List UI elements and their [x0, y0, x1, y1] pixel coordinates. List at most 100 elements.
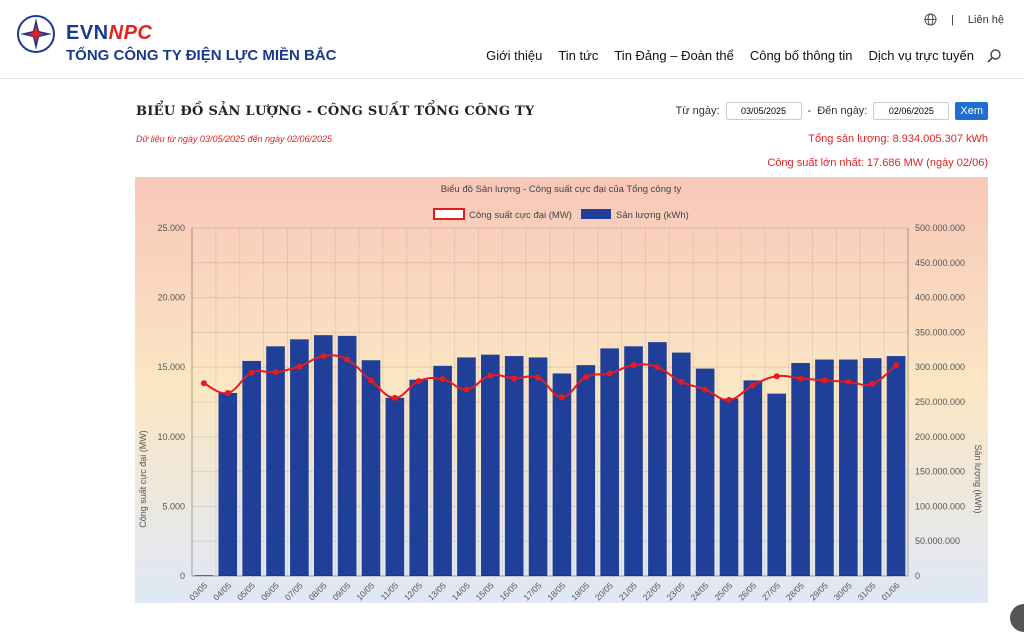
bar-15-05[interactable] — [481, 354, 500, 576]
bar-16-05[interactable] — [504, 356, 524, 576]
capacity-point-15-05[interactable] — [487, 372, 494, 379]
capacity-point-07-05[interactable] — [296, 363, 303, 370]
capacity-point-22-05[interactable] — [654, 364, 661, 371]
nav-item-about[interactable]: Giới thiệu — [486, 48, 543, 63]
y-right-tick-label: 450.000.000 — [915, 258, 965, 268]
capacity-point-30-05[interactable] — [845, 378, 852, 385]
site-header: EVNNPC TỔNG CÔNG TY ĐIỆN LỰC MIỀN BẮC | … — [0, 0, 1024, 79]
bar-10-05[interactable] — [361, 360, 381, 576]
capacity-point-01-06[interactable] — [893, 362, 900, 369]
capacity-point-19-05[interactable] — [582, 373, 589, 380]
bar-26-05[interactable] — [743, 380, 763, 576]
view-button[interactable]: Xem — [955, 102, 988, 120]
capacity-point-25-05[interactable] — [726, 396, 732, 403]
page-title: BIỂU ĐỒ SẢN LƯỢNG - CÔNG SUẤT TỔNG CÔNG … — [136, 104, 535, 119]
capacity-point-14-05[interactable] — [463, 386, 470, 393]
bar-27-05[interactable] — [767, 393, 787, 576]
from-date-input[interactable] — [725, 102, 802, 120]
company-name: TỔNG CÔNG TY ĐIỆN LỰC MIỀN BẮC — [66, 47, 337, 64]
capacity-point-20-05[interactable] — [606, 370, 613, 377]
top-utility-bar: | Liên hệ — [924, 13, 1004, 26]
capacity-point-09-05[interactable] — [344, 356, 351, 363]
brand-name[interactable]: EVNNPC — [66, 22, 152, 45]
main-nav: Giới thiệu Tin tức Tin Đảng – Đoàn thể C… — [486, 48, 974, 63]
capacity-point-23-05[interactable] — [678, 378, 685, 385]
bar-21-05[interactable] — [624, 346, 643, 576]
bar-30-05[interactable] — [839, 359, 858, 576]
y-right-tick-label: 500.000.000 — [915, 223, 965, 233]
to-date-input[interactable] — [873, 102, 950, 120]
bar-12-05[interactable] — [409, 379, 429, 576]
capacity-point-24-05[interactable] — [702, 386, 709, 393]
capacity-point-28-05[interactable] — [797, 375, 804, 382]
y-left-tick-label: 25.000 — [157, 223, 185, 233]
capacity-point-21-05[interactable] — [630, 362, 637, 369]
search-icon[interactable] — [986, 48, 1002, 64]
bar-01-06[interactable] — [886, 356, 906, 576]
bar-08-05[interactable] — [313, 335, 333, 576]
bar-11-05[interactable] — [385, 397, 405, 576]
nav-item-party-union[interactable]: Tin Đảng – Đoàn thể — [614, 48, 734, 63]
floating-action-button[interactable] — [1010, 604, 1024, 632]
capacity-point-04-05[interactable] — [224, 389, 231, 396]
bar-23-05[interactable] — [671, 352, 691, 576]
bar-04-05[interactable] — [218, 392, 238, 576]
nav-item-disclosure[interactable]: Công bố thông tin — [749, 48, 853, 63]
capacity-point-17-05[interactable] — [535, 374, 542, 381]
bar-31-05[interactable] — [862, 358, 882, 576]
bar-29-05[interactable] — [815, 359, 834, 576]
contact-link[interactable]: Liên hệ — [967, 13, 1004, 26]
bar-03-05[interactable] — [194, 575, 214, 576]
capacity-point-08-05[interactable] — [320, 353, 327, 360]
bar-19-05[interactable] — [576, 365, 596, 576]
capacity-point-29-05[interactable] — [821, 377, 828, 384]
bar-25-05[interactable] — [719, 398, 739, 576]
capacity-point-11-05[interactable] — [391, 394, 398, 401]
y-right-tick-label: 400.000.000 — [915, 293, 965, 303]
bar-20-05[interactable] — [600, 348, 619, 576]
y-right-tick-label: 0 — [915, 571, 920, 581]
capacity-point-05-05[interactable] — [248, 369, 255, 376]
y-left-tick-label: 0 — [180, 571, 185, 581]
capacity-point-13-05[interactable] — [439, 376, 446, 383]
bar-14-05[interactable] — [457, 357, 476, 576]
capacity-point-27-05[interactable] — [773, 373, 780, 380]
capacity-point-10-05[interactable] — [368, 377, 374, 384]
capacity-point-03-05[interactable] — [200, 380, 207, 387]
bar-22-05[interactable] — [648, 342, 667, 576]
bar-09-05[interactable] — [337, 335, 357, 576]
chart-title: Biểu đồ Sản lượng - Công suất cực đại củ… — [441, 184, 682, 195]
capacity-point-18-05[interactable] — [558, 394, 565, 401]
bar-18-05[interactable] — [552, 373, 572, 576]
bar-06-05[interactable] — [266, 346, 285, 576]
date-filter: Từ ngày: - Đến ngày: Xem — [675, 102, 988, 120]
brand-npc: NPC — [108, 22, 153, 44]
bar-24-05[interactable] — [695, 368, 715, 576]
y-right-tick-label: 300.000.000 — [915, 362, 965, 372]
from-date-label: Từ ngày: — [675, 105, 720, 117]
total-output: Tổng sản lượng: 8.934.005.307 kWh — [808, 133, 988, 145]
peak-capacity: Công suất lớn nhất: 17.686 MW (ngày 02/0… — [767, 157, 988, 169]
output-capacity-chart: Biểu đồ Sản lượng - Công suất cực đại củ… — [135, 177, 988, 603]
chart-container: Biểu đồ Sản lượng - Công suất cực đại củ… — [135, 177, 988, 603]
globe-icon[interactable] — [924, 13, 937, 26]
brand-evn: EVN — [66, 22, 109, 44]
evn-logo-icon[interactable] — [16, 14, 56, 54]
legend-swatch-capacity[interactable] — [433, 208, 465, 220]
capacity-point-06-05[interactable] — [272, 369, 279, 376]
date-separator: - — [807, 105, 812, 117]
nav-item-news[interactable]: Tin tức — [558, 48, 599, 63]
bar-05-05[interactable] — [242, 360, 261, 576]
bar-13-05[interactable] — [433, 365, 452, 576]
legend-swatch-output[interactable] — [581, 209, 611, 219]
capacity-point-31-05[interactable] — [869, 380, 876, 387]
capacity-point-16-05[interactable] — [511, 375, 518, 382]
nav-item-online-services[interactable]: Dịch vụ trực tuyến — [868, 48, 974, 63]
bar-07-05[interactable] — [290, 339, 309, 576]
to-date-label: Đến ngày: — [817, 105, 868, 117]
bar-17-05[interactable] — [528, 357, 548, 576]
capacity-point-26-05[interactable] — [749, 382, 756, 389]
utility-separator: | — [951, 13, 954, 26]
capacity-point-12-05[interactable] — [415, 378, 422, 385]
bar-28-05[interactable] — [791, 363, 810, 576]
